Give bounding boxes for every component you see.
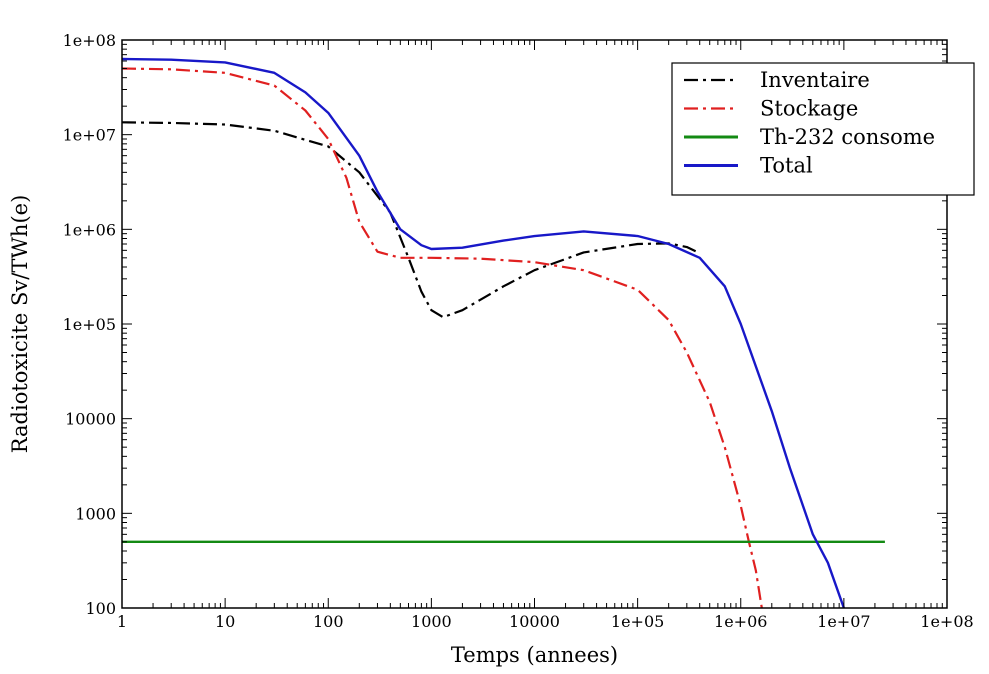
- legend-box: [671, 62, 975, 196]
- x-tick-label: 1e+08: [920, 612, 973, 631]
- y-tick-label: 10000: [65, 410, 116, 429]
- x-tick-label: 10: [215, 612, 235, 631]
- x-tick-label: 100: [313, 612, 344, 631]
- series-layer: [122, 57, 885, 608]
- y-tick-label: 1e+08: [63, 31, 116, 50]
- ticks-layer: [121, 39, 948, 609]
- series-line-inventaire: [122, 121, 701, 319]
- y-tick-label: 100: [85, 599, 116, 618]
- y-tick-label: 1e+05: [63, 315, 116, 334]
- x-tick-label: 1e+06: [714, 612, 767, 631]
- x-tick-label: 1e+05: [611, 612, 664, 631]
- tick-labels-layer: 1 10 100 1000 10000 1e+05 1e+06 1e+07 1e+08 100 10…: [63, 31, 974, 631]
- legend-label-total: Total: [760, 154, 813, 178]
- series-line-stockage: [122, 67, 763, 608]
- x-tick-label: 1e+07: [817, 612, 870, 631]
- series-line-total: [122, 57, 846, 608]
- y-tick-label: 1e+06: [63, 220, 116, 239]
- legend-label-inventaire: Inventaire: [760, 68, 870, 92]
- y-axis-title: Radiotoxicite Sv/TWh(e): [8, 195, 32, 454]
- x-axis-title: Temps (annees): [451, 643, 618, 667]
- x-tick-label: 1000: [411, 612, 452, 631]
- x-tick-label: 1: [117, 612, 127, 631]
- y-tick-label: 1e+07: [63, 126, 116, 145]
- legend: Inventaire Stockage Th-232 consome Total: [671, 62, 975, 196]
- legend-label-th-232-consome: Th-232 consome: [760, 125, 935, 149]
- x-tick-label: 10000: [509, 612, 560, 631]
- y-tick-label: 1000: [75, 504, 116, 523]
- legend-label-stockage: Stockage: [760, 97, 858, 121]
